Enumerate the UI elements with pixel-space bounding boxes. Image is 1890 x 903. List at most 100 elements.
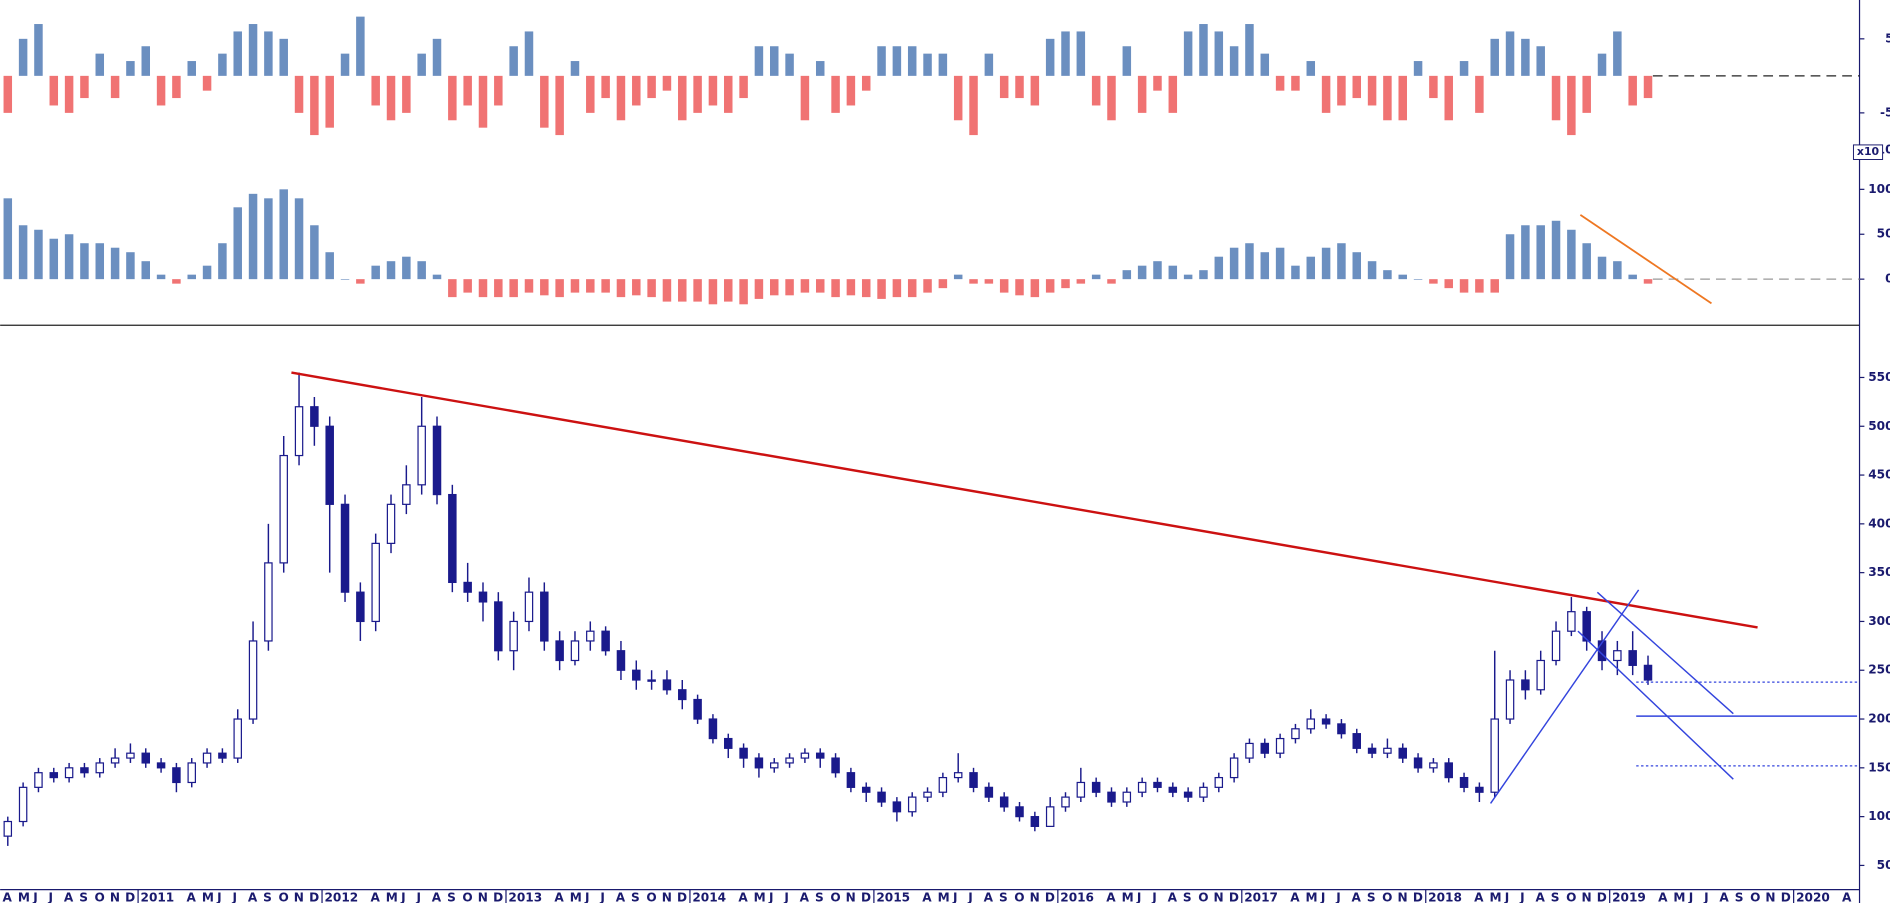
candle-body [1429,762,1438,769]
x-tick-label: D [1781,891,1791,903]
bar [724,279,733,302]
candle-body [708,718,718,740]
candle-body [417,425,426,486]
candle-body [49,772,59,779]
bar [1122,270,1132,280]
x-tick-label: 2012 [324,891,358,903]
bar [678,279,687,302]
candle-body [800,752,810,759]
bar [984,53,994,76]
bar [1459,61,1469,76]
x-tick-label: J [32,891,38,903]
bar [1107,75,1116,121]
candle-body [110,757,120,764]
x-tick-label: M [1673,891,1685,903]
unit-box [1852,144,1884,160]
bar [1505,31,1515,76]
candle-body [325,425,334,505]
x-tick-label: 2011 [141,891,175,903]
bar [264,198,273,280]
bar [739,279,748,305]
bar [1429,75,1438,99]
bar [1260,53,1270,76]
bar [892,46,902,76]
bar [1306,256,1316,280]
bar [49,75,59,106]
x-tick-label: N [1398,891,1408,903]
x-tick-label: 2014 [692,891,726,903]
momentum-trendline [1579,214,1712,305]
bar [785,53,794,76]
bar [969,75,978,136]
bar [478,279,488,298]
bar [448,279,457,298]
x-tick-label: D [1597,891,1607,903]
x-tick-label: 2016 [1060,891,1094,903]
bar [938,279,948,289]
bar [248,193,258,280]
candle-body [218,752,227,759]
bar [693,279,702,302]
candle-body [126,752,135,759]
bar [478,75,488,128]
bar [1168,75,1178,113]
bar [632,75,641,106]
x-tick-label: M [1122,891,1134,903]
bar [1321,75,1331,113]
bar [739,75,748,99]
bar [1490,279,1499,293]
x-tick-label: M [570,891,582,903]
x-tick-label: A [738,891,748,903]
candle-body [95,762,105,774]
resistance-line [291,371,1758,629]
bar [126,61,135,76]
candle-body [739,747,748,759]
x-tick-label: J [1151,891,1157,903]
x-tick-label: O [1198,891,1208,903]
bar [1229,247,1239,280]
bar [64,75,74,113]
candle-body [202,752,212,764]
bar [1536,46,1545,76]
x-tick-label: A [1719,891,1729,903]
y-tick-label: 50 [1877,227,1890,241]
x-tick-label: D [861,891,871,903]
bar [80,75,89,99]
bar [1521,38,1530,76]
bar [1306,61,1316,76]
x-tick-label: J [231,891,237,903]
x-tick-label: S [79,891,88,903]
bar [95,243,105,280]
candle-body [1321,718,1331,725]
candle-body [785,757,794,764]
x-tick-label: 2015 [876,891,910,903]
bar [1567,75,1576,136]
bar [815,279,825,293]
bar [1429,279,1438,284]
bar [156,75,166,106]
rise-line [1489,589,1640,804]
bar [187,274,196,280]
candle-body [156,762,166,769]
x-tick-label: N [1214,891,1224,903]
x-tick-label: N [478,891,488,903]
bar [371,75,380,106]
candle-body [141,752,151,764]
bar [202,265,212,280]
candle-body [953,772,963,779]
x-tick-label: N [1765,891,1775,903]
bar [1015,75,1024,99]
candle-body [1582,611,1591,642]
x-tick-label: J [768,891,774,903]
x-tick-label: D [309,891,319,903]
bar [64,234,74,280]
candle-body [3,820,13,837]
bar [1505,234,1515,280]
bar [310,75,319,136]
bar [1613,31,1622,76]
bar [1107,279,1116,284]
channel-lower [1577,630,1734,780]
candle-body [294,406,304,457]
bar [294,75,304,113]
x-tick-label: S [1735,891,1744,903]
